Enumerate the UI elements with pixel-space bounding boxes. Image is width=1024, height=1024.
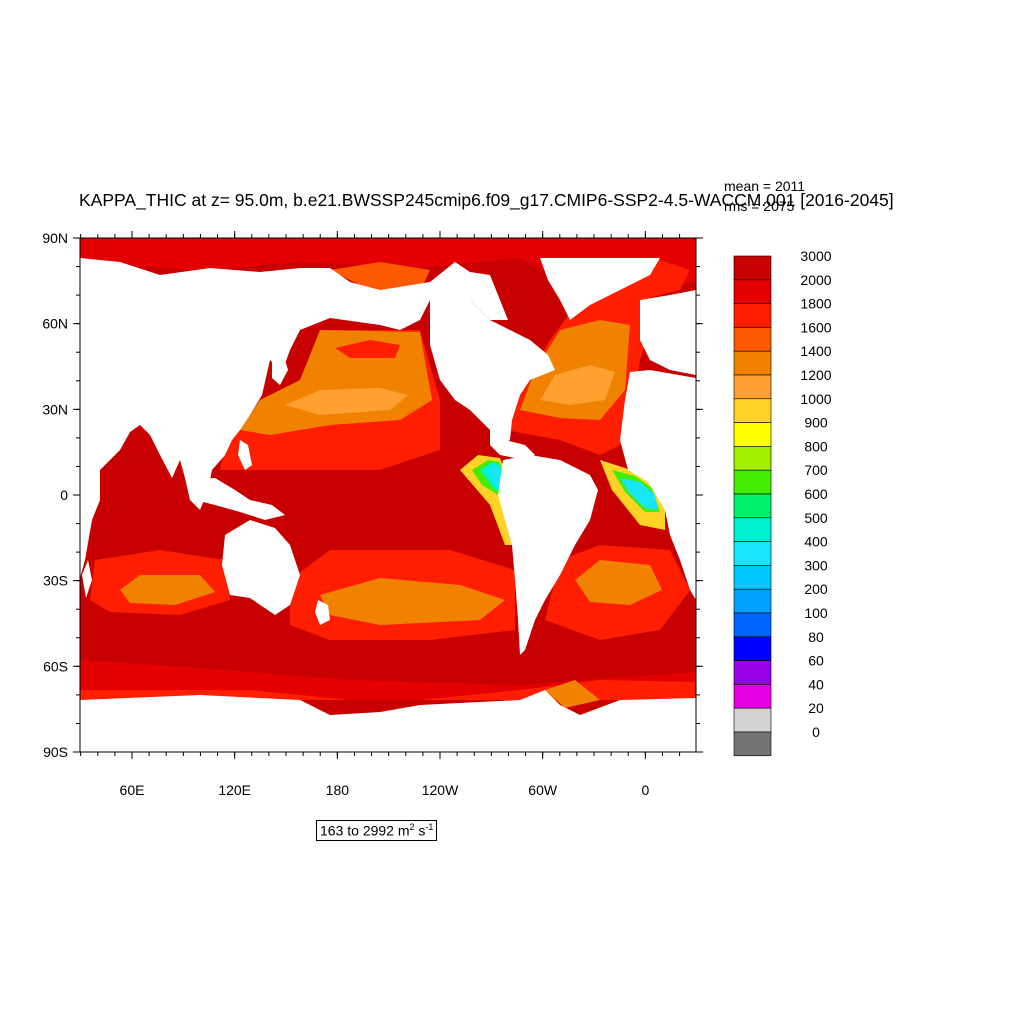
colorbar-swatch [733,469,772,495]
colorbar-label: 1200 [800,367,831,383]
colorbar-swatch [733,303,772,328]
colorbar-label: 0 [812,724,820,740]
colorbar-label: 900 [804,415,828,431]
colorbar-swatch [733,374,772,400]
land-greenland [540,258,660,320]
sind-band-1400 [120,575,215,605]
colorbar-swatch [733,446,772,471]
colorbar-label: 1000 [800,391,831,407]
lat-tick-label: 90S [43,744,68,760]
colorbar-swatch [733,279,772,304]
lon-tick-label: 60W [528,782,558,798]
lat-tick-label: 60S [43,658,68,674]
land-indonesia [190,478,285,520]
lon-tick-label: 180 [326,782,350,798]
colorbar-swatch [733,660,772,685]
lat-tick-label: 60N [42,316,68,332]
lon-tick-label: 120E [218,782,251,798]
land-japan [272,350,288,385]
lon-tick-label: 120W [422,782,459,798]
spac-band-1400 [320,578,505,625]
lon-tick-label: 60E [120,782,145,798]
colorbar-label: 80 [808,629,824,645]
land-africa-east [620,370,696,600]
land-eurasia-africa [80,258,508,578]
lat-tick-label: 30S [43,573,68,589]
colorbar-label: 700 [804,462,828,478]
colorbar-swatch [733,327,772,352]
colorbar-label: 600 [804,486,828,502]
colorbar-label: 3000 [800,248,831,264]
natl-band-1200 [540,365,615,405]
satl-band-1400 [575,560,662,605]
colorbar-label: 300 [804,557,828,573]
lat-tick-label: 0 [60,487,68,503]
colorbar-label: 500 [804,510,828,526]
colorbar-swatch [733,636,772,661]
colorbar-label: 60 [808,653,824,669]
colorbar-swatch [733,707,772,733]
plot-title: KAPPA_THIC at z= 95.0m, b.e21.BWSSP245cm… [79,190,894,210]
land-south-america [498,455,598,655]
colorbar-label: 100 [804,605,828,621]
land-australia [222,520,300,615]
lat-tick-label: 90N [42,230,68,246]
africa-upwelling-400 [620,478,658,510]
land-central-america [490,430,535,460]
colorbar-swatch [733,612,772,638]
colorbar-swatch [733,493,772,519]
npac-band-1800 [335,340,400,358]
rms-stat: rms = 2075 [724,198,795,214]
colorbar-label: 1800 [800,296,831,312]
axis-labels: 90N 60N 30N 0 30S 60S 90S 60E 120E 180 120W 60W 0 [42,230,649,798]
colorbar-swatch [733,350,772,376]
land-north-america [430,300,555,445]
colorbar-label: 2000 [800,272,831,288]
colorbar-label: 800 [804,438,828,454]
colorbar: 3000200018001600140012001000900800700600… [733,248,832,757]
land-madagascar [82,560,92,598]
land-antarctica [80,690,696,752]
land-philippines [238,440,252,470]
lat-tick-label: 30N [42,401,68,417]
colorbar-swatch [733,541,772,566]
colorbar-swatch [733,255,772,281]
mean-stat: mean = 2011 [724,178,806,194]
axis-ticks [73,231,703,759]
map-field [80,238,696,752]
colorbar-label: 200 [804,581,828,597]
colorbar-swatch [733,517,772,542]
arctic-orange-patch [330,262,430,292]
colorbar-swatch [733,731,772,757]
colorbar-label: 20 [808,700,824,716]
data-range-label: 163 to 2992 m2 s-1 [316,820,438,841]
land-new-zealand [315,600,330,625]
arctic-band [80,238,696,300]
weddell-edge-low [545,680,600,708]
land-europe [640,290,696,375]
colorbar-label: 1600 [800,319,831,335]
npac-band-1200 [285,388,408,415]
peru-upwelling-400 [488,466,502,487]
colorbar-swatch [733,588,772,614]
colorbar-label: 1400 [800,343,831,359]
lon-tick-label: 0 [641,782,649,798]
colorbar-label: 40 [808,676,824,692]
colorbar-swatch [733,565,772,590]
colorbar-label: 400 [804,534,828,550]
colorbar-swatch [733,684,772,709]
colorbar-swatch [733,398,772,423]
colorbar-swatch [733,422,772,447]
